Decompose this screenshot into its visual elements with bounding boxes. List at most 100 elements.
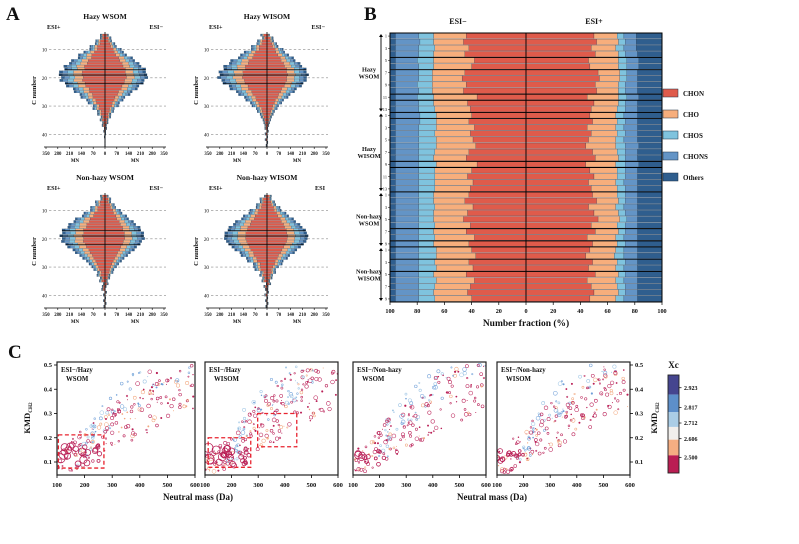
bar-segment	[389, 265, 396, 271]
bar-segment	[433, 240, 469, 247]
row-tick-label: 7	[385, 284, 388, 289]
x-tick-label: 300	[107, 482, 117, 489]
bar-segment	[525, 283, 592, 290]
bar-segment	[638, 142, 663, 149]
y-tick-label: 40	[42, 132, 48, 138]
bar-segment	[591, 130, 618, 137]
bar-segment	[625, 191, 638, 198]
bar-segment	[418, 295, 435, 302]
y-tick-label: 0.3	[635, 411, 644, 418]
bar-segment	[591, 283, 618, 290]
row-tick-label: 1	[385, 248, 387, 253]
bar-segment	[525, 167, 591, 174]
colorbar-tick-label: 2.500	[684, 456, 698, 462]
bar-segment	[418, 289, 434, 296]
x-tick-label: 70	[276, 313, 281, 318]
x-tick-label: 20	[550, 308, 556, 315]
bar-segment	[436, 112, 472, 119]
bar-segment	[625, 185, 638, 192]
bar-segment	[466, 32, 527, 39]
bar-segment	[466, 81, 527, 88]
plot-label: ESI−/Hazy	[209, 367, 241, 374]
bar-segment	[617, 130, 626, 137]
x-tick-label: 60	[441, 308, 447, 315]
bar-segment	[389, 271, 396, 278]
x-tick-label: 80	[414, 308, 420, 315]
row-tick-label: 13	[383, 186, 387, 191]
bar-segment	[637, 191, 663, 198]
bar-segment	[395, 228, 419, 235]
bar-segment	[433, 289, 468, 296]
bar-segment	[433, 32, 467, 39]
bar-segment	[589, 112, 616, 119]
bar-segment	[389, 94, 396, 100]
y-axis-label: C number	[193, 237, 200, 266]
legend-label-chon: CHON	[683, 90, 704, 98]
bar-segment	[471, 167, 527, 174]
bar-segment	[434, 283, 471, 290]
bar-segment	[433, 39, 464, 45]
bar-segment	[618, 271, 626, 278]
bar-segment	[525, 295, 591, 302]
bar-segment	[395, 252, 419, 259]
bar-segment	[637, 216, 663, 223]
bar-segment	[470, 283, 527, 290]
bar-segment	[615, 277, 625, 284]
bar-segment	[433, 63, 472, 70]
bar-segment	[619, 75, 627, 82]
bar-segment	[525, 142, 586, 149]
non-hazy-wsom-butterfly: Non-hazy WSOM ESI+ ESI− C number 10 20 30 40 350…	[31, 173, 168, 325]
bar-segment	[637, 271, 663, 278]
bar-segment	[468, 191, 527, 198]
x-tick-label: 0	[266, 152, 269, 157]
bar-segment	[464, 51, 527, 58]
bar-segment	[466, 271, 527, 278]
bar-segment	[617, 106, 626, 113]
bar-segment	[525, 210, 595, 216]
x-tick-label: 210	[228, 313, 236, 318]
x-tick-label: 350	[322, 152, 330, 157]
x-tick-label: 350	[160, 313, 168, 318]
y-tick-label: 10	[204, 209, 210, 215]
bar-segment	[470, 222, 527, 229]
x-tick-label: 210	[137, 152, 145, 157]
bar-segment	[625, 142, 639, 149]
bar-segment	[615, 136, 625, 143]
bar-segment	[395, 63, 419, 70]
bar-segment	[588, 204, 616, 210]
bar-segment	[395, 45, 419, 51]
row-tick-label: 3	[385, 46, 387, 51]
y-tick-label: 10	[42, 48, 48, 54]
bar-segment	[474, 124, 527, 131]
bar-segment	[636, 45, 663, 51]
number-fraction-chart: ESI− ESI+135791113HazyWSOM135791113HazyWI…	[356, 17, 667, 329]
bar-segment	[418, 130, 435, 137]
bar-segment	[525, 63, 591, 70]
bar-segment	[593, 100, 619, 106]
group-label: WISOM	[357, 275, 380, 282]
bar-segment	[592, 259, 618, 265]
bar-segment	[593, 289, 619, 296]
bar-segment	[395, 295, 419, 302]
bar-segment	[525, 173, 595, 180]
bar-segment	[588, 136, 616, 143]
bar-segment	[389, 246, 396, 253]
plot-label: ESI−/Non-hazy	[357, 367, 402, 374]
bar-segment	[623, 277, 638, 284]
bar-segment	[525, 130, 592, 137]
bar-segment	[389, 161, 396, 168]
y-tick-label: 0.4	[44, 386, 53, 393]
bar-segment	[418, 155, 434, 161]
bar-segment	[617, 173, 626, 180]
bar-segment	[525, 240, 593, 247]
x-tick-label: 280	[311, 152, 319, 157]
bar-segment	[525, 289, 595, 296]
colorbar-tick-label: 2.817	[684, 406, 698, 412]
bar-segment	[617, 32, 625, 39]
kmd-axis-label: KMDCH2	[22, 402, 34, 434]
bar-segment	[418, 222, 435, 229]
colorbar-title: Xc	[668, 360, 679, 370]
row-tick-label: 5	[385, 272, 387, 277]
colorbar-tick-label: 2.712	[684, 421, 698, 427]
y-axis-label: C number	[31, 76, 38, 105]
